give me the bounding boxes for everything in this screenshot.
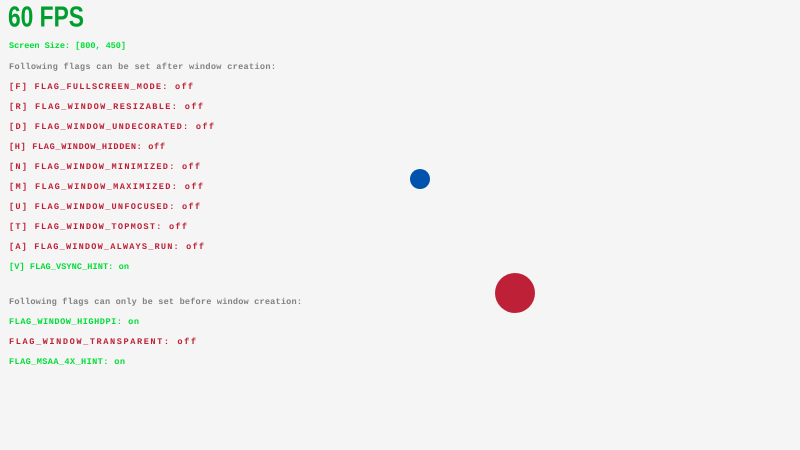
svg-text:[V] FLAG_VSYNC_HINT: on: [V] FLAG_VSYNC_HINT: on [9,262,129,272]
svg-text:[D] FLAG_WINDOW_UNDECORATED: o: [D] FLAG_WINDOW_UNDECORATED: off [9,122,214,132]
svg-text:[M] FLAG_WINDOW_MAXIMIZED: off: [M] FLAG_WINDOW_MAXIMIZED: off [9,182,203,192]
svg-text:[N] FLAG_WINDOW_MINIMIZED: off: [N] FLAG_WINDOW_MINIMIZED: off [9,162,200,172]
svg-text:FLAG_WINDOW_TRANSPARENT: off: FLAG_WINDOW_TRANSPARENT: off [9,337,196,347]
svg-text:[T] FLAG_WINDOW_TOPMOST: off: [T] FLAG_WINDOW_TOPMOST: off [9,222,187,232]
svg-text:[A] FLAG_WINDOW_ALWAYS_RUN: of: [A] FLAG_WINDOW_ALWAYS_RUN: off [9,242,204,252]
svg-text:Screen Size: [800, 450]: Screen Size: [800, 450] [9,41,126,51]
svg-text:Following flags can be set aft: Following flags can be set after window … [9,62,276,72]
svg-text:FLAG_MSAA_4X_HINT: on: FLAG_MSAA_4X_HINT: on [9,357,125,367]
svg-text:FLAG_WINDOW_HIGHDPI: on: FLAG_WINDOW_HIGHDPI: on [9,317,139,327]
svg-text:[H] FLAG_WINDOW_HIDDEN: off: [H] FLAG_WINDOW_HIDDEN: off [9,142,165,152]
svg-text:[R] FLAG_WINDOW_RESIZABLE: off: [R] FLAG_WINDOW_RESIZABLE: off [9,102,203,112]
svg-text:[U] FLAG_WINDOW_UNFOCUSED: off: [U] FLAG_WINDOW_UNFOCUSED: off [9,202,200,212]
svg-text:Following flags can only be se: Following flags can only be set before w… [9,297,302,307]
svg-text:[F] FLAG_FULLSCREEN_MODE: off: [F] FLAG_FULLSCREEN_MODE: off [9,82,193,92]
svg-text:60 FPS: 60 FPS [8,2,84,34]
